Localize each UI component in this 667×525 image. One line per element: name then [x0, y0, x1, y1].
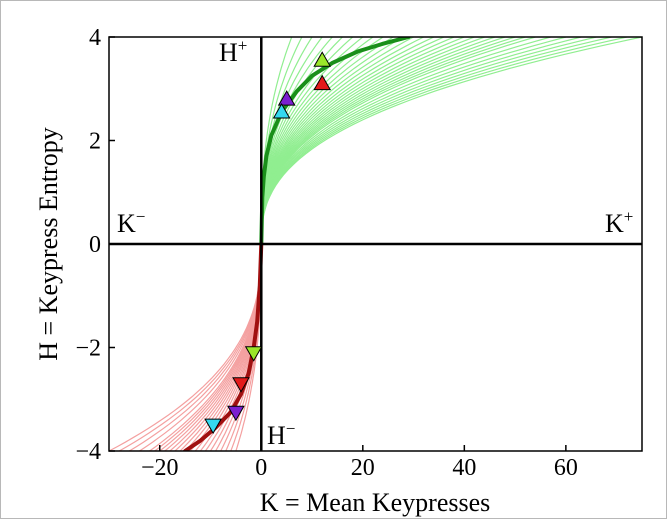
y-axis-label: H = Keypress Entropy	[34, 127, 63, 360]
triangle-marker-up	[313, 74, 332, 91]
positive-sample-curve-31	[260, 37, 642, 245]
triangle-marker-up	[313, 51, 332, 67]
x-tick-label: 0	[255, 455, 267, 481]
triangle-marker-up	[272, 102, 291, 119]
y-tick-label: 4	[89, 25, 101, 51]
h-minus-label: H−	[267, 419, 295, 450]
y-tick-label: −2	[75, 336, 101, 362]
k-minus-label: K−	[117, 207, 145, 238]
x-tick-label: 40	[452, 455, 476, 481]
k-plus-label: K+	[605, 207, 633, 238]
triangle-marker-down	[244, 346, 263, 362]
positive-sample-curve-12	[260, 37, 414, 244]
triangle-marker-down	[227, 405, 245, 422]
positive-sample-curve-13	[260, 37, 424, 244]
x-tick-label: 60	[554, 455, 578, 481]
markers	[204, 51, 332, 435]
x-tick-label: −20	[141, 455, 179, 481]
triangle-marker-down	[204, 418, 222, 435]
x-tick-label: 20	[351, 455, 375, 481]
y-tick-label: −4	[75, 439, 101, 465]
y-tick-label: 2	[89, 129, 101, 155]
triangle-marker-down	[232, 377, 250, 393]
x-axis-label: K = Mean Keypresses	[260, 488, 491, 517]
h-plus-label: H+	[219, 36, 247, 67]
triangle-marker-up	[277, 90, 296, 106]
y-tick-label: 0	[89, 232, 101, 258]
